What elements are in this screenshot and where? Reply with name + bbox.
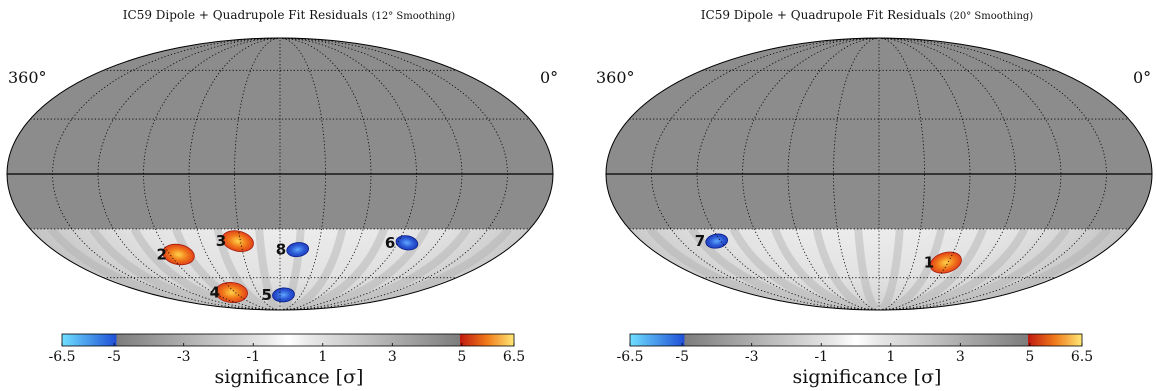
significance-band [646,226,852,310]
significance-band [292,227,388,310]
colorbar-tick-label: -3 [177,349,191,365]
skymap-panel-20deg: IC59 Dipole + Quadrupole Fit Residuals (… [578,0,1156,391]
panel-smoothing-label: (20° Smoothing) [949,11,1034,22]
colorbar: -6.5 -5 -3 -1 1 3 5 6.5 [617,333,1093,365]
sky-outline [6,37,554,311]
colorbar-gradient [629,333,1083,347]
panel-title-text: IC59 Dipole + Quadrupole Fit Residuals [700,8,946,22]
colorbar-tick-label: 3 [388,349,397,365]
panel-title: IC59 Dipole + Quadrupole Fit Residuals (… [0,8,578,22]
colorbar-tick-label: 1 [886,349,895,365]
significance-band [896,227,1029,310]
colorbar-tick-label: 5 [457,349,466,365]
colorbar-tick-label: -1 [246,349,260,365]
significance-band [47,226,253,310]
negative-deficit-region [395,235,419,251]
panel-title-text: IC59 Dipole + Quadrupole Fit Residuals [122,8,368,22]
negative-deficit-region [272,287,295,303]
significance-band [901,226,1070,310]
skymap-svg: 2 3 4 5 6 8 -6.5 -5 -3 -1 1 3 5 6.5 [6,37,554,365]
significance-band [812,228,873,310]
significance-band [891,227,987,310]
significance-band [89,226,258,310]
significance-band [906,226,1112,310]
significance-band [771,227,867,310]
lon-label-left: 360° [8,68,47,87]
significance-band [302,226,471,310]
lon-label-right: 0° [1133,68,1152,87]
skymap-svg: 1 7 -6.5 -5 -3 -1 1 3 5 6.5 [605,37,1153,365]
masked-region [606,38,1152,229]
significance-band [878,228,904,310]
colorbar-label: significance [σ] [792,366,942,388]
colorbar-gradient [61,333,515,347]
colorbar-tick-label: -5 [107,349,121,365]
region-label: 6 [385,234,395,252]
colorbar-tick-label: 6.5 [1071,349,1093,365]
significance-band [688,226,857,310]
region-label: 5 [262,286,272,304]
significance-band [255,228,281,310]
colorbar-tick-label: 5 [1025,349,1034,365]
colorbar-tick-label: 3 [956,349,965,365]
colorbar-tick-label: 6.5 [503,349,525,365]
colorbar-label: significance [σ] [214,366,364,388]
region-label: 4 [210,284,220,302]
colorbar-tick-label: -6.5 [617,349,644,365]
colorbar-tick-label: -6.5 [49,349,76,365]
skymap-panel-12deg: IC59 Dipole + Quadrupole Fit Residuals (… [0,8,578,388]
meridian-line [878,38,1016,310]
meridian-line [279,38,417,310]
positive-excess-region [221,230,254,252]
region-label: 1 [924,254,934,272]
colorbar: -6.5 -5 -3 -1 1 3 5 6.5 [49,333,525,365]
colorbar-tick-label: -1 [814,349,828,365]
sky-map [606,38,1152,310]
sky-outline [605,37,1153,311]
sky-map [7,38,553,310]
significance-band [854,228,880,310]
region-label: 2 [157,246,167,264]
significance-band [213,228,274,310]
meridian-line [742,38,880,310]
meridian-line [143,38,281,310]
positive-excess-region [162,243,195,266]
colorbar-tick-label: 1 [318,349,327,365]
region-label: 7 [695,232,705,250]
positive-excess-region [929,251,962,274]
masked-region [7,38,553,229]
negative-deficit-region [286,242,310,258]
panel-smoothing-label: (12° Smoothing) [371,11,456,22]
region-label: 3 [216,232,226,250]
significance-texture [646,226,1112,310]
significance-band [130,227,263,310]
region-label: 8 [276,241,286,259]
meridian-line [878,38,1062,310]
lon-label-left: 360° [596,68,635,87]
significance-band [885,228,946,310]
colorbar-tick-label: -5 [675,349,689,365]
meridian-line [279,38,463,310]
significance-band [307,226,513,310]
lon-label-right: 0° [540,68,559,87]
colorbar-tick-label: -3 [745,349,759,365]
significance-band [729,227,862,310]
significance-band [286,228,347,310]
panel-title: IC59 Dipole + Quadrupole Fit Residuals (… [578,8,1156,22]
